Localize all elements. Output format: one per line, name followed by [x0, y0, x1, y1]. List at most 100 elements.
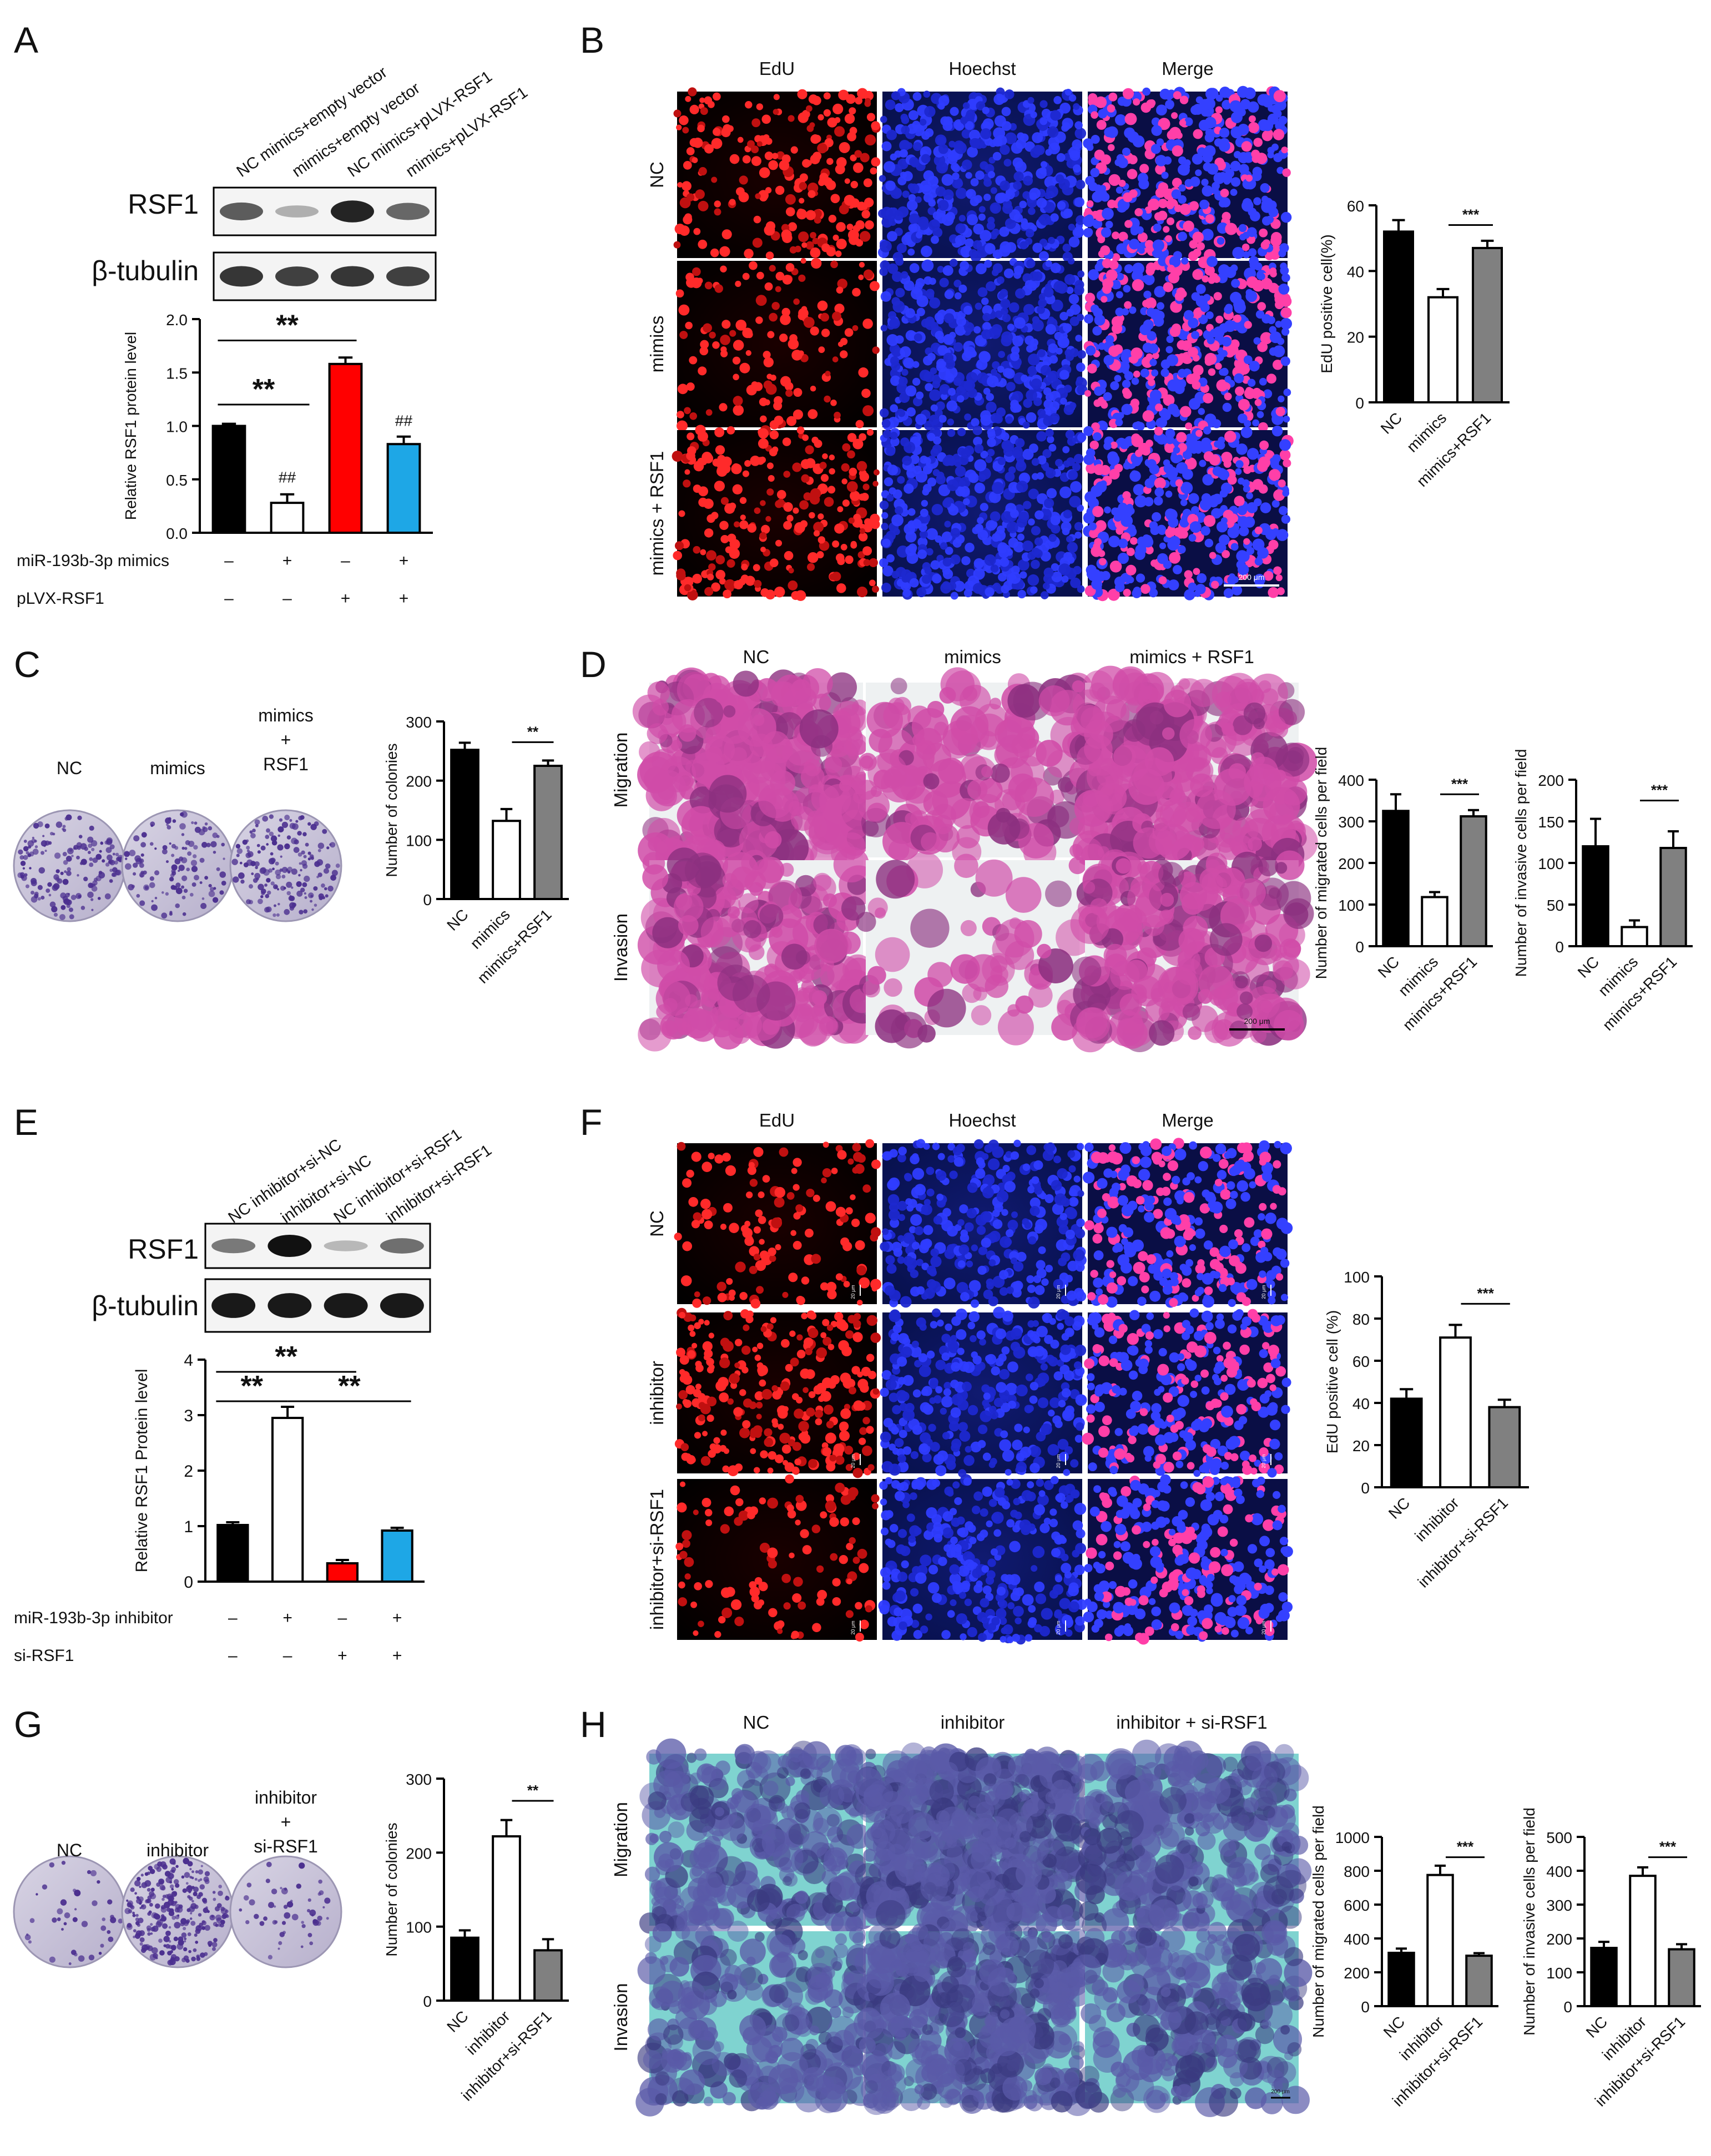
- B-tile-2-0-cell: [723, 589, 731, 599]
- B-tile-2-1-cell: [1001, 584, 1010, 594]
- C-dish-label: RSF1: [263, 754, 309, 774]
- B-tile-2-2-cell: [1154, 487, 1164, 497]
- B-tile-2-0-cell: [842, 443, 851, 452]
- B-tile-1-0-cell: [821, 329, 830, 337]
- B-tile-0-2-cell: [1156, 104, 1167, 116]
- B-tile-0-0-cell: [799, 182, 807, 190]
- B-tile-0-2-cell: [1118, 179, 1126, 187]
- B-tile-0-1-cell: [941, 174, 953, 186]
- B-tile-1-1-cell: [927, 292, 935, 300]
- B-tile-1-2-cell: [1238, 413, 1248, 423]
- B-tile-0-1-cell: [901, 234, 912, 245]
- B-tile-2-2-cell: [1133, 587, 1142, 595]
- B-tile-1-1-cell: [981, 297, 989, 305]
- C-dish-2-colony: [302, 832, 307, 836]
- D-tile-0-2-cell: [1190, 773, 1214, 797]
- B-tile-0-1-cell: [894, 150, 902, 158]
- A-blot-tubulin-band: [331, 266, 374, 287]
- C-dish-0-colony: [109, 844, 115, 850]
- C-dish-1-colony: [149, 876, 155, 881]
- B-tile-0-0-cell: [744, 249, 754, 259]
- B-tile-0-0-cell: [747, 140, 755, 148]
- B-tile-2-2-cell: [1200, 526, 1210, 536]
- B-tile-1-2-cell: [1124, 264, 1133, 274]
- B-tile-0-2-cell: [1129, 239, 1140, 250]
- D-tile-0-2-cell: [1280, 778, 1308, 806]
- C-dish-0-colony: [77, 815, 82, 820]
- B-tile-2-2-cell: [1273, 566, 1282, 575]
- B-tile-2-1-cell: [985, 587, 995, 597]
- D-tile-0-0-cell: [770, 770, 795, 796]
- B-tile-0-0-cell: [692, 157, 698, 164]
- B-tile-0-2-cell: [1152, 239, 1164, 251]
- B-tile-0-0-cell: [864, 100, 871, 107]
- B-tile-2-1-cell: [909, 578, 919, 588]
- C-dish-0-colony: [115, 869, 122, 876]
- B-tile-0-1-cell: [940, 116, 950, 126]
- B-tile-0-0-cell: [752, 238, 763, 248]
- B-tile-0-2-cell: [1243, 251, 1250, 259]
- B-tile-0-2-cell: [1255, 153, 1268, 164]
- D-tile-0-2-cell: [1133, 758, 1173, 797]
- B-tile-2-1-cell: [977, 517, 984, 524]
- C-dish-0-colony: [73, 847, 76, 850]
- C-dish-0-colony: [87, 891, 94, 898]
- B-tile-1-1-cell: [991, 368, 998, 376]
- B-tile-0-0-cell: [704, 96, 713, 105]
- B-tile-1-2-cell: [1181, 257, 1189, 265]
- B-tile-2-0-cell: [758, 438, 769, 449]
- B-tile-1-0-cell: [745, 350, 751, 356]
- B-tile-2-0-cell: [742, 470, 749, 477]
- B-tile-2-0-cell: [698, 497, 708, 507]
- B-tile-1-1: [879, 257, 1088, 431]
- D-tile-0-1-cell: [1047, 805, 1069, 828]
- B-tile-2-1-cell: [922, 562, 931, 571]
- B-tile-0-0-cell: [682, 127, 689, 134]
- B-tile-2-2-cell: [1257, 547, 1269, 559]
- B-tile-0-0-cell: [838, 89, 849, 100]
- B-tile-0-1-cell: [909, 213, 920, 225]
- B-tile-0-1-cell: [978, 206, 986, 213]
- C-dish-0-colony: [69, 914, 74, 920]
- B-tile-1-2-cell: [1253, 337, 1261, 345]
- B-tile-0-2-cell: [1171, 189, 1182, 199]
- B-tile-1-1-cell: [903, 357, 914, 368]
- D-tile-0-0: [632, 667, 881, 876]
- D-tile-0-1-cell: [1036, 740, 1063, 767]
- B-tile-1-0-cell: [684, 407, 691, 415]
- C-dish-2-colony: [286, 881, 292, 888]
- D-tile-1-0-cell: [756, 981, 796, 1021]
- B-tile-2-2-cell: [1254, 526, 1263, 534]
- B-tile-2-0-cell: [850, 491, 860, 501]
- B-tile-0-0-cell: [738, 191, 749, 203]
- D-tile-1-0-cell: [814, 928, 849, 963]
- B-tile-1-0-cell: [733, 405, 744, 416]
- B-tile-0-1-cell: [1046, 185, 1058, 198]
- B-ylabel: EdU positive cell(%): [1318, 234, 1335, 373]
- B-tile-0-1-cell: [966, 109, 976, 119]
- D-tile-0-0-cell: [723, 705, 736, 718]
- B-tile-1-1-cell: [1043, 287, 1054, 297]
- B-tile-1-2-cell: [1245, 290, 1258, 302]
- B-tile-1-0-cell: [729, 330, 736, 337]
- A-hash: ##: [395, 412, 413, 430]
- B-tile-0-1-cell: [902, 190, 910, 198]
- C-dish-2-colony: [254, 819, 260, 825]
- D-tile-0-1-cell: [950, 798, 982, 829]
- B-tile-1-2-cell: [1114, 375, 1122, 382]
- C-dish-2-colony: [330, 842, 336, 848]
- B-tile-0-1-cell: [1013, 171, 1024, 182]
- D-tile-1-0-cell: [759, 904, 784, 928]
- C-dish-0-colony: [31, 877, 37, 884]
- B-tile-0-2-cell: [1114, 159, 1122, 166]
- C-dish-1-colony: [166, 825, 171, 830]
- B-tile-1-1-cell: [975, 263, 987, 275]
- B-tile-1-1-cell: [964, 413, 972, 421]
- B-tile-0-2-cell: [1260, 241, 1269, 250]
- D-tile-1-1-cell: [876, 860, 915, 899]
- B-tile-1-2-cell: [1111, 316, 1123, 328]
- B-tile-1-0-cell: [689, 412, 698, 420]
- B-tile-1-0-cell: [781, 307, 790, 317]
- B-tile-2-2-cell: [1123, 588, 1131, 597]
- B-tile-1-1-cell: [1033, 271, 1043, 281]
